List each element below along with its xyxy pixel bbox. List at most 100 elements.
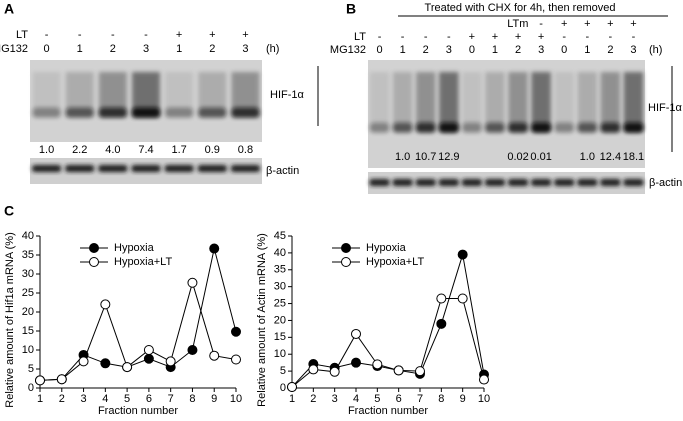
row-value: + <box>209 29 215 41</box>
band <box>623 122 644 133</box>
quantity: 12.9 <box>438 151 459 163</box>
quantity: 2.2 <box>72 144 87 156</box>
band <box>531 122 551 133</box>
x-tick-label: 10 <box>478 393 490 405</box>
panel-label: A <box>4 1 14 17</box>
quantity: 7.4 <box>138 144 153 156</box>
band-smear <box>439 72 459 132</box>
actin-label: β-actin <box>266 165 299 177</box>
row-value: + <box>584 18 590 30</box>
row-value: + <box>515 31 521 43</box>
row-value: - <box>78 29 82 41</box>
row-value: - <box>447 31 451 43</box>
row-value: + <box>630 18 636 30</box>
row-value: 0 <box>561 44 567 56</box>
actin-band <box>530 179 552 186</box>
band-smear <box>416 72 436 132</box>
band <box>231 107 260 118</box>
row-value: 1 <box>492 44 498 56</box>
y-axis-label: Relative amount of Hif1a mRNA (%) <box>4 232 16 407</box>
band-smear <box>369 72 390 132</box>
actin-band <box>461 179 483 186</box>
y-tick-label: 0 <box>280 382 286 394</box>
row-value: 3 <box>446 44 452 56</box>
band-smear <box>531 72 551 132</box>
blot <box>368 60 645 168</box>
data-point <box>143 345 154 355</box>
y-tick-label: 0 <box>28 382 34 394</box>
row-value: 1 <box>176 43 182 55</box>
series-line <box>39 248 237 381</box>
quantity: 0.8 <box>238 144 253 156</box>
blot-header: Treated with CHX for 4h, then removed <box>425 2 616 14</box>
band-smear <box>392 72 413 132</box>
data-point <box>479 374 489 385</box>
band-smear <box>577 72 597 132</box>
data-point <box>457 293 468 304</box>
row-value: + <box>561 18 567 30</box>
series-line <box>291 297 485 388</box>
unit: (h) <box>649 44 662 56</box>
band <box>132 107 160 118</box>
x-tick-label: 6 <box>396 393 402 405</box>
actin-band <box>369 179 390 186</box>
x-tick-label: 3 <box>332 393 338 405</box>
data-point <box>457 249 468 260</box>
data-point <box>100 358 111 369</box>
band <box>32 107 61 118</box>
legend-label: Hypoxia <box>114 242 155 254</box>
x-tick-label: 4 <box>102 393 108 405</box>
band-smear <box>623 72 644 132</box>
y-tick-label: 15 <box>22 325 34 337</box>
quantity: 1.0 <box>580 151 595 163</box>
data-point <box>372 359 383 370</box>
band <box>165 107 194 118</box>
row-value: 2 <box>515 44 521 56</box>
actin-band <box>484 179 506 186</box>
row-value: + <box>607 18 613 30</box>
band-label: HIF-1α <box>270 89 305 101</box>
y-tick-label: 45 <box>274 230 286 242</box>
y-tick-label: 25 <box>22 287 34 299</box>
band-smear <box>462 72 482 132</box>
data-point <box>231 326 241 337</box>
quantity: 12.4 <box>600 151 621 163</box>
band-smear <box>600 72 621 132</box>
row-value: - <box>144 29 148 41</box>
x-tick-label: 8 <box>189 393 195 405</box>
y-tick-label: 35 <box>274 264 286 276</box>
actin-band <box>31 165 62 172</box>
quantity: 10.7 <box>415 151 436 163</box>
data-point <box>209 350 220 361</box>
row-value: - <box>378 31 382 43</box>
legend-label: Hypoxia+LT <box>366 256 424 268</box>
row-value: - <box>539 18 543 30</box>
x-tick-label: 2 <box>59 393 65 405</box>
quantity: 18.1 <box>623 151 644 163</box>
data-point <box>209 243 220 254</box>
legend-marker <box>341 257 351 267</box>
row-value: - <box>562 31 566 43</box>
quantity: 0.01 <box>530 151 551 163</box>
row-value: - <box>609 31 613 43</box>
band <box>554 122 574 133</box>
x-tick-label: 9 <box>460 393 466 405</box>
x-tick-label: 3 <box>80 393 86 405</box>
row-value: 2 <box>423 44 429 56</box>
band <box>369 122 390 133</box>
band <box>600 122 621 133</box>
row-value: 0 <box>469 44 475 56</box>
actin-band <box>554 179 575 186</box>
row-value: 3 <box>630 44 636 56</box>
data-point <box>78 356 89 367</box>
quantity: 1.7 <box>171 144 186 156</box>
x-tick-label: 5 <box>374 393 380 405</box>
row-value: 2 <box>607 44 613 56</box>
legend-label: Hypoxia+LT <box>114 256 172 268</box>
x-tick-label: 5 <box>124 393 130 405</box>
x-axis-label: Fraction number <box>348 405 428 416</box>
y-tick-label: 30 <box>22 268 34 280</box>
actin-band <box>164 165 194 172</box>
row-value: - <box>632 31 636 43</box>
data-point <box>100 299 111 310</box>
